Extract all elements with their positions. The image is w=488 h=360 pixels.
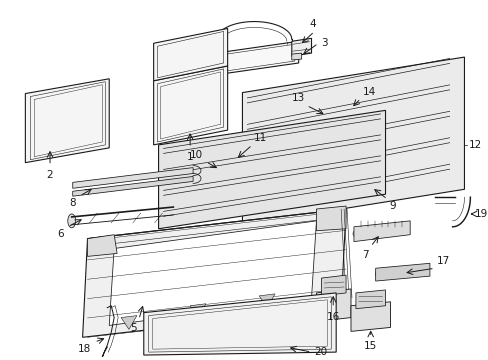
- Polygon shape: [87, 235, 117, 256]
- Polygon shape: [375, 263, 429, 281]
- Text: 5: 5: [130, 324, 137, 333]
- Polygon shape: [259, 294, 274, 308]
- Polygon shape: [316, 289, 350, 321]
- Text: 14: 14: [362, 86, 375, 96]
- Text: 7: 7: [362, 251, 368, 261]
- Ellipse shape: [68, 214, 76, 228]
- Polygon shape: [190, 304, 205, 318]
- Text: 1: 1: [186, 152, 193, 162]
- Polygon shape: [143, 293, 335, 355]
- Polygon shape: [158, 111, 385, 229]
- Polygon shape: [73, 168, 193, 188]
- Text: 3: 3: [321, 38, 327, 48]
- Polygon shape: [215, 41, 298, 75]
- Polygon shape: [355, 290, 385, 309]
- Polygon shape: [153, 28, 227, 81]
- Text: 19: 19: [473, 209, 487, 219]
- Polygon shape: [242, 57, 464, 225]
- Text: 12: 12: [468, 140, 481, 150]
- Text: 15: 15: [364, 341, 377, 351]
- Polygon shape: [316, 206, 346, 231]
- Ellipse shape: [169, 204, 177, 218]
- Polygon shape: [82, 209, 346, 337]
- Polygon shape: [291, 38, 311, 56]
- Polygon shape: [321, 275, 346, 296]
- Text: 4: 4: [308, 19, 315, 30]
- Text: 2: 2: [47, 170, 53, 180]
- Text: 17: 17: [436, 256, 449, 266]
- Text: 11: 11: [254, 133, 267, 143]
- Text: 10: 10: [189, 150, 203, 160]
- Text: 6: 6: [57, 229, 64, 239]
- Text: 18: 18: [78, 344, 91, 354]
- Text: 13: 13: [291, 94, 304, 103]
- Polygon shape: [353, 221, 409, 242]
- Circle shape: [375, 269, 385, 279]
- Ellipse shape: [352, 230, 362, 238]
- Polygon shape: [73, 176, 193, 196]
- Polygon shape: [153, 66, 227, 145]
- Polygon shape: [25, 79, 109, 163]
- Text: 9: 9: [388, 201, 395, 211]
- Text: 16: 16: [326, 312, 339, 321]
- Text: 8: 8: [69, 198, 76, 208]
- Polygon shape: [350, 302, 389, 332]
- Polygon shape: [121, 316, 137, 329]
- Text: 20: 20: [314, 347, 327, 357]
- Polygon shape: [291, 53, 301, 60]
- Polygon shape: [109, 221, 316, 325]
